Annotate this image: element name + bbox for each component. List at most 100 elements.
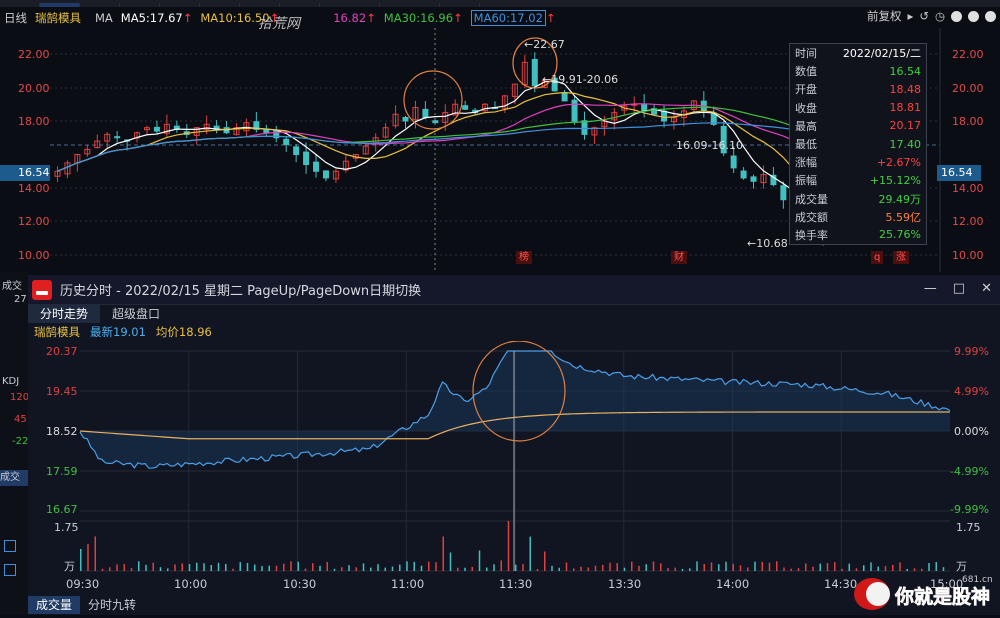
volume-bar <box>906 568 908 571</box>
candle <box>462 105 469 110</box>
volume-bar <box>377 564 379 571</box>
period-label: 日线 <box>4 11 27 25</box>
candle <box>422 108 429 119</box>
volume-bar <box>921 568 923 571</box>
ma5-line <box>57 80 923 227</box>
volume-bar <box>674 567 676 571</box>
volume-bar <box>732 563 734 571</box>
candle <box>114 136 121 139</box>
tab-30min[interactable] <box>240 3 280 7</box>
tab-nine-turn[interactable]: 分时九转 <box>88 598 137 612</box>
tab-15min[interactable] <box>200 3 240 7</box>
y-tick: 14.00 <box>18 182 50 195</box>
draw-icon[interactable]: ▸ <box>907 9 914 23</box>
info-value: 2022/02/15/二 <box>842 47 921 61</box>
intraday-chart[interactable] <box>28 341 1000 596</box>
tab-intraday[interactable]: 分时走势 <box>28 305 101 323</box>
info-key: 成交额 <box>795 210 828 224</box>
maximize-icon[interactable]: □ <box>952 281 966 296</box>
undo-icon[interactable]: ↺ <box>919 9 929 23</box>
event-marker[interactable]: q <box>871 251 884 264</box>
tab-60min[interactable] <box>280 3 320 7</box>
y-right-tick: -4.99% <box>950 465 989 478</box>
reset-icon[interactable]: ◷ <box>934 9 945 23</box>
volume-bar <box>747 567 749 571</box>
vol-left-tick: 1.75 <box>54 521 79 534</box>
volume-bar <box>109 567 111 571</box>
volume-bar <box>203 563 205 571</box>
volume-bar <box>333 568 336 571</box>
info-value: 18.81 <box>889 101 922 115</box>
volume-bar <box>616 563 618 571</box>
volume-bar <box>341 567 343 571</box>
volume-bar <box>805 563 807 571</box>
event-marker[interactable]: 涨 <box>893 251 909 264</box>
volume-bar <box>261 565 263 571</box>
time-label: 09:30 <box>66 577 100 591</box>
tab-zhouxian[interactable] <box>80 3 120 7</box>
candle <box>501 95 508 109</box>
tab-multi[interactable] <box>320 3 380 7</box>
checkbox[interactable] <box>4 564 16 576</box>
tab-5min[interactable] <box>160 3 200 7</box>
kdj-value-3: -22 <box>12 436 29 447</box>
candle <box>402 116 409 122</box>
y-right-tick: 9.99% <box>954 345 989 358</box>
volume-bar <box>80 548 82 571</box>
y-tick-right: 14.00 <box>952 182 984 195</box>
candle <box>670 117 677 123</box>
minimize-icon[interactable]: — <box>923 281 937 296</box>
tab-fenshi[interactable] <box>0 3 40 7</box>
settings-icon[interactable] <box>985 10 996 22</box>
event-marker[interactable]: 榜 <box>516 251 532 264</box>
event-marker[interactable]: 财 <box>671 251 687 264</box>
volume-bar <box>544 551 546 571</box>
candle <box>521 61 528 85</box>
volume-bar <box>754 561 756 571</box>
volume-bar <box>913 568 916 571</box>
volume-bar <box>152 562 154 571</box>
candle <box>750 176 757 182</box>
window-titlebar[interactable]: 历史分时 - 2022/02/15 星期二 PageUp/PageDown日期切… <box>28 275 1000 305</box>
candle <box>293 146 300 155</box>
info-value: 18.48 <box>889 82 922 96</box>
volume-bar <box>884 566 887 571</box>
volume-bar <box>899 562 901 571</box>
zoom-out-icon[interactable] <box>968 10 979 22</box>
candle <box>641 103 648 112</box>
zoom-in-icon[interactable] <box>951 10 962 22</box>
info-value: +2.67% <box>876 155 921 169</box>
avg-price-line <box>79 411 951 440</box>
info-value: +15.12% <box>869 173 921 187</box>
volume-bar <box>254 564 256 571</box>
volume-bar <box>812 566 814 571</box>
info-row: 成交量 29.49万 <box>790 190 926 208</box>
avg-price: 均价18.96 <box>155 324 212 339</box>
volume-bar <box>297 561 299 571</box>
volume-bar <box>870 562 872 571</box>
tab-rixian[interactable] <box>40 3 80 7</box>
volume-bar <box>863 565 865 571</box>
checkbox[interactable] <box>4 540 16 552</box>
adjust-label[interactable]: 前复权 <box>867 9 902 23</box>
current-price-tag: 16.54 <box>0 165 50 181</box>
volume-bar <box>457 567 459 571</box>
y-right-tick: 0.00% <box>954 425 989 438</box>
tab-profile[interactable] <box>380 3 440 7</box>
candle <box>611 112 618 121</box>
info-row: 数值 16.54 <box>790 62 926 80</box>
candle <box>720 125 727 154</box>
volume-bar <box>522 564 524 571</box>
tab-diagnose[interactable] <box>440 3 480 7</box>
volume-bar <box>841 568 843 571</box>
tab-super-panel[interactable]: 超级盘口 <box>112 307 161 321</box>
volume-bar <box>718 564 720 571</box>
close-icon[interactable]: ✕ <box>981 281 992 296</box>
candle <box>392 113 399 127</box>
volume-tab[interactable]: 成交 <box>0 470 28 486</box>
tab-yuexian[interactable] <box>120 3 160 7</box>
y-left-tick: 20.37 <box>46 345 78 358</box>
tab-volume[interactable]: 成交量 <box>28 596 81 614</box>
candle <box>571 99 578 122</box>
history-intraday-window: 历史分时 - 2022/02/15 星期二 PageUp/PageDown日期切… <box>28 275 1000 615</box>
